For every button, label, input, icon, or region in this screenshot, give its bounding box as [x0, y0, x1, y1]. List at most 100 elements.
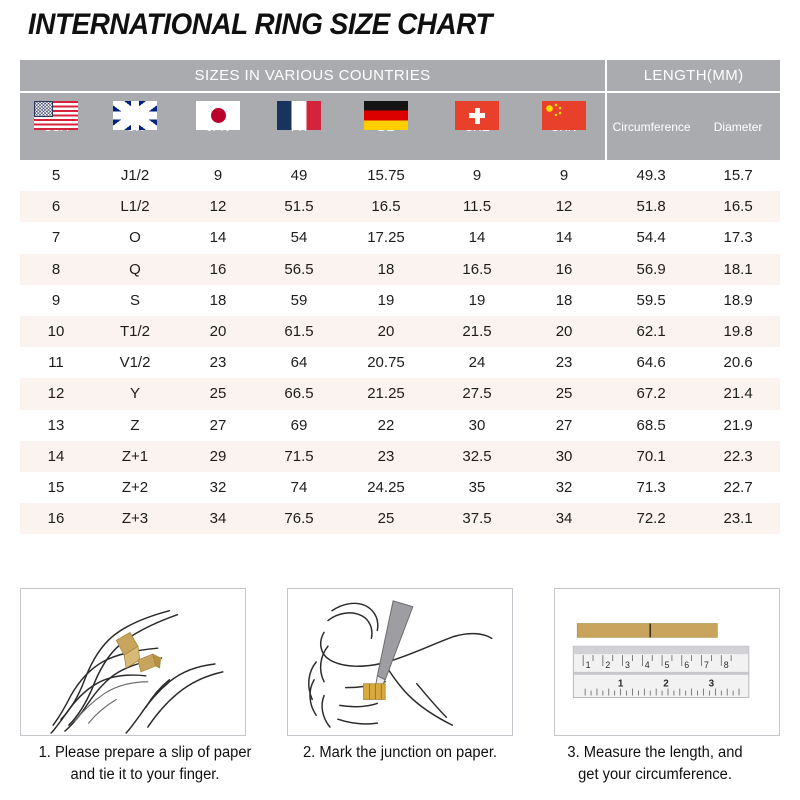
table-row: 7 O 14 54 17.25 14 14 54.4 17.3 — [20, 222, 781, 254]
cell-diameter: 18.1 — [696, 253, 781, 285]
table-body: 5 J1/2 9 49 15.75 9 9 49.3 15.7 6 L1/2 12 51.5 16.5 11… — [20, 160, 781, 535]
cell-uk: Y — [92, 378, 178, 410]
caption-step-3: 3. Measure the length, and get your circ… — [536, 742, 774, 786]
cell-chn: 30 — [522, 440, 607, 473]
cell-usa: 12 — [20, 378, 92, 410]
pen-icon — [374, 600, 414, 698]
cell-diameter: 17.3 — [696, 222, 781, 254]
cell-chn: 23 — [522, 347, 607, 379]
cell-uk: L1/2 — [92, 191, 178, 223]
cell-jpn: 32 — [178, 472, 258, 504]
cell-usa: 10 — [20, 316, 92, 348]
cell-diameter: 22.3 — [696, 440, 781, 473]
cell-diameter: 21.9 — [696, 409, 781, 441]
group-header-row: SIZES IN VARIOUS COUNTRIES LENGTH(MM) — [20, 60, 781, 93]
cell-che: 37.5 — [432, 503, 522, 535]
cell-chn: 20 — [522, 316, 607, 348]
svg-text:6: 6 — [684, 660, 689, 670]
cell-uk: S — [92, 284, 178, 317]
cell-che: 19 — [432, 284, 522, 317]
cell-diameter: 18.9 — [696, 284, 781, 317]
cell-fr: 61.5 — [258, 316, 340, 348]
cell-fr: 66.5 — [258, 378, 340, 410]
cell-diameter: 21.4 — [696, 378, 781, 410]
cell-che: 27.5 — [432, 378, 522, 410]
cell-chn: 14 — [522, 222, 607, 254]
cell-uk: V1/2 — [92, 347, 178, 379]
flag-switzerland-icon — [432, 101, 522, 130]
table-row: 12 Y 25 66.5 21.25 27.5 25 67.2 21.4 — [20, 378, 781, 410]
cell-jpn: 23 — [178, 347, 258, 379]
cell-chn: 25 — [522, 378, 607, 410]
cell-fr: 71.5 — [258, 440, 340, 473]
cell-de: 25 — [340, 503, 432, 535]
table-row: 11 V1/2 23 64 20.75 24 23 64.6 20.6 — [20, 347, 781, 379]
cell-diameter: 16.5 — [696, 191, 781, 223]
cell-usa: 7 — [20, 222, 92, 254]
cell-usa: 5 — [20, 160, 92, 192]
cell-usa: 11 — [20, 347, 92, 379]
cell-uk: Z+2 — [92, 472, 178, 504]
cell-de: 24.25 — [340, 472, 432, 504]
instruction-captions: 1. Please prepare a slip of paper and ti… — [20, 742, 780, 786]
column-label-diameter: Diameter — [713, 119, 763, 134]
svg-text:2: 2 — [663, 679, 669, 690]
flag-usa-icon — [20, 101, 92, 130]
cell-circumference: 72.2 — [606, 503, 697, 535]
cell-de: 19 — [340, 284, 432, 317]
column-header-usa: USA — [20, 92, 92, 160]
cell-jpn: 12 — [178, 191, 258, 223]
svg-text:1: 1 — [618, 679, 624, 690]
cell-fr: 64 — [258, 347, 340, 379]
cell-uk: Z+3 — [92, 503, 178, 535]
cell-de: 20.75 — [340, 347, 432, 379]
cell-de: 23 — [340, 440, 432, 473]
svg-text:8: 8 — [724, 660, 729, 670]
cell-usa: 15 — [20, 472, 92, 504]
cell-jpn: 29 — [178, 440, 258, 473]
table-row: 13 Z 27 69 22 30 27 68.5 21.9 — [20, 409, 781, 441]
cell-circumference: 64.6 — [606, 347, 697, 379]
cell-chn: 18 — [522, 284, 607, 317]
cell-de: 17.25 — [340, 222, 432, 254]
svg-text:5: 5 — [665, 660, 670, 670]
cell-jpn: 9 — [178, 160, 258, 192]
cell-de: 21.25 — [340, 378, 432, 410]
cell-fr: 54 — [258, 222, 340, 254]
cell-usa: 16 — [20, 503, 92, 535]
page-title: INTERNATIONAL RING SIZE CHART — [28, 8, 492, 41]
cell-circumference: 70.1 — [606, 440, 697, 473]
table-row: 6 L1/2 12 51.5 16.5 11.5 12 51.8 16.5 — [20, 191, 781, 223]
cell-che: 16.5 — [432, 253, 522, 285]
cell-diameter: 19.8 — [696, 316, 781, 348]
cell-circumference: 67.2 — [606, 378, 697, 410]
cell-che: 21.5 — [432, 316, 522, 348]
cell-che: 32.5 — [432, 440, 522, 473]
cell-uk: Z+1 — [92, 440, 178, 473]
cell-che: 35 — [432, 472, 522, 504]
cell-fr: 56.5 — [258, 253, 340, 285]
cell-usa: 6 — [20, 191, 92, 223]
cell-chn: 32 — [522, 472, 607, 504]
cell-chn: 34 — [522, 503, 607, 535]
flag-china-icon — [522, 101, 605, 130]
cell-jpn: 27 — [178, 409, 258, 441]
cell-diameter: 15.7 — [696, 160, 781, 192]
column-header-jpn: JPN — [178, 92, 258, 160]
column-header-uk: UK — [92, 92, 178, 160]
column-label-circumference: Circumference — [612, 119, 691, 134]
cell-che: 11.5 — [432, 191, 522, 223]
caption-step-1-line-2: and tie it to your finger. — [70, 766, 220, 783]
group-header-countries: SIZES IN VARIOUS COUNTRIES — [20, 60, 608, 93]
svg-text:3: 3 — [709, 679, 715, 690]
cell-chn: 12 — [522, 191, 607, 223]
caption-step-1-line-1: 1. Please prepare a slip of paper — [38, 744, 252, 761]
table-row: 8 Q 16 56.5 18 16.5 16 56.9 18.1 — [20, 253, 781, 285]
cell-de: 15.75 — [340, 160, 432, 192]
cell-usa: 14 — [20, 440, 92, 473]
flag-france-icon — [258, 101, 340, 130]
cell-de: 22 — [340, 409, 432, 441]
